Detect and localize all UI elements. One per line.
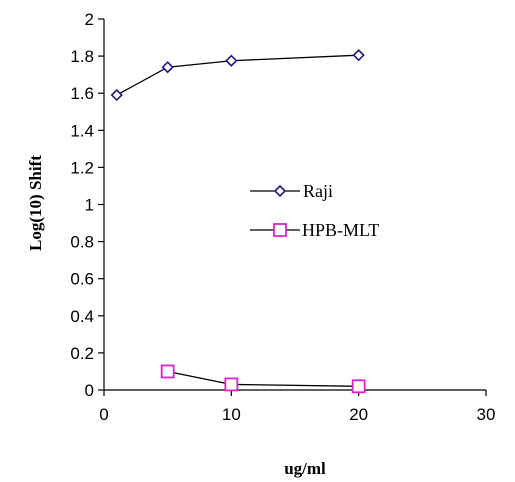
data-point — [161, 61, 174, 74]
data-point — [351, 379, 366, 394]
data-point — [352, 49, 365, 62]
series-line — [167, 370, 359, 387]
x-axis-title: ug/ml — [284, 459, 326, 478]
y-tick-label: 1.8 — [70, 47, 94, 66]
legend-label: Raji — [303, 181, 333, 201]
data-point — [110, 88, 123, 102]
legend-label: HPB-MLT — [302, 220, 379, 240]
y-tick-label: 0.2 — [70, 344, 94, 363]
legend-marker — [273, 223, 287, 237]
data-point — [160, 364, 175, 379]
data-point — [224, 377, 239, 392]
legend-item: Raji — [250, 181, 333, 201]
y-axis-title: Log(10) Shift — [26, 155, 45, 251]
legend-marker — [273, 184, 287, 198]
x-tick-label: 10 — [222, 405, 241, 424]
y-tick-label: 0 — [85, 381, 94, 400]
y-tick-label: 0.4 — [70, 307, 94, 326]
series-layer — [110, 49, 366, 394]
y-tick-label: 1.2 — [70, 158, 94, 177]
y-tick-label: 1.6 — [70, 84, 94, 103]
axes — [103, 19, 486, 391]
legend: Raji HPB-MLT — [250, 181, 379, 240]
series-raji — [110, 49, 365, 102]
x-axis-ticks: 0 10 20 30 — [99, 390, 495, 424]
y-tick-label: 0.6 — [70, 270, 94, 289]
x-tick-label: 0 — [99, 405, 108, 424]
y-tick-label: 2 — [85, 10, 94, 29]
x-tick-label: 30 — [477, 405, 496, 424]
series-hpb-mlt — [160, 364, 366, 394]
y-axis-ticks: 0 0.2 0.4 0.6 0.8 1 1.2 1.4 1.6 1.8 2 — [70, 10, 104, 400]
y-tick-label: 1.4 — [70, 121, 94, 140]
y-tick-label: 0.8 — [70, 233, 94, 252]
y-tick-label: 1 — [85, 196, 94, 215]
series-line — [116, 54, 359, 96]
data-point — [225, 54, 238, 67]
x-tick-label: 20 — [349, 405, 368, 424]
legend-item: HPB-MLT — [250, 220, 379, 240]
